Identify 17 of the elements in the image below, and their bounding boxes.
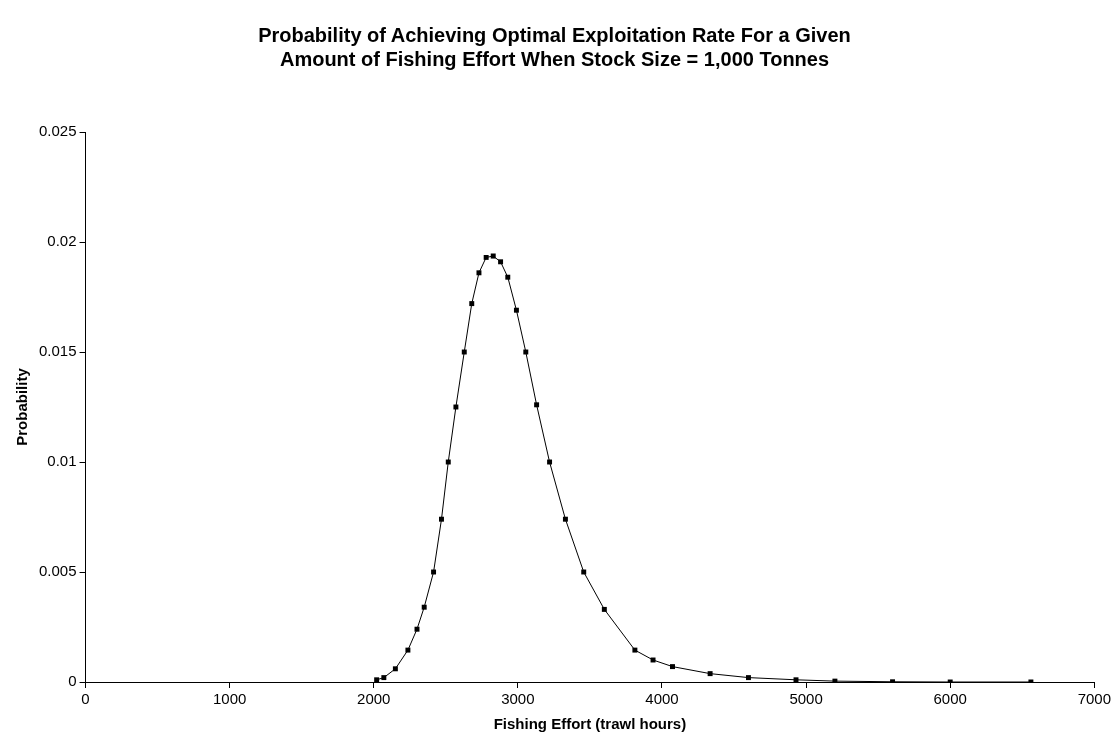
x-tick-label: 0 (81, 690, 90, 708)
y-tick-label: 0.015 (38, 342, 77, 360)
x-tick-label: 5000 (789, 690, 823, 708)
chart-title: Probability of Achieving Optimal Exploitation Rate For a Given Amount of Fishing Effort When Stock Size = 1,000 Tonnes (258, 23, 851, 70)
x-tick-label: 4000 (645, 690, 679, 708)
y-tick-label: 0.005 (38, 562, 77, 580)
y-tick-label: 0 (68, 672, 77, 690)
x-tick-label: 2000 (357, 690, 391, 708)
y-tick-label: 0.02 (47, 232, 77, 250)
x-axis-title: Fishing Effort (trawl hours) (493, 715, 687, 733)
x-tick-label: 1000 (212, 690, 247, 708)
y-axis-title: Probability (13, 367, 31, 446)
y-tick-label: 0.01 (47, 452, 77, 470)
x-tick-label: 7000 (1077, 690, 1111, 708)
x-tick-label: 6000 (933, 690, 967, 708)
x-tick-label: 3000 (501, 690, 535, 708)
y-tick-label: 0.025 (38, 122, 77, 140)
